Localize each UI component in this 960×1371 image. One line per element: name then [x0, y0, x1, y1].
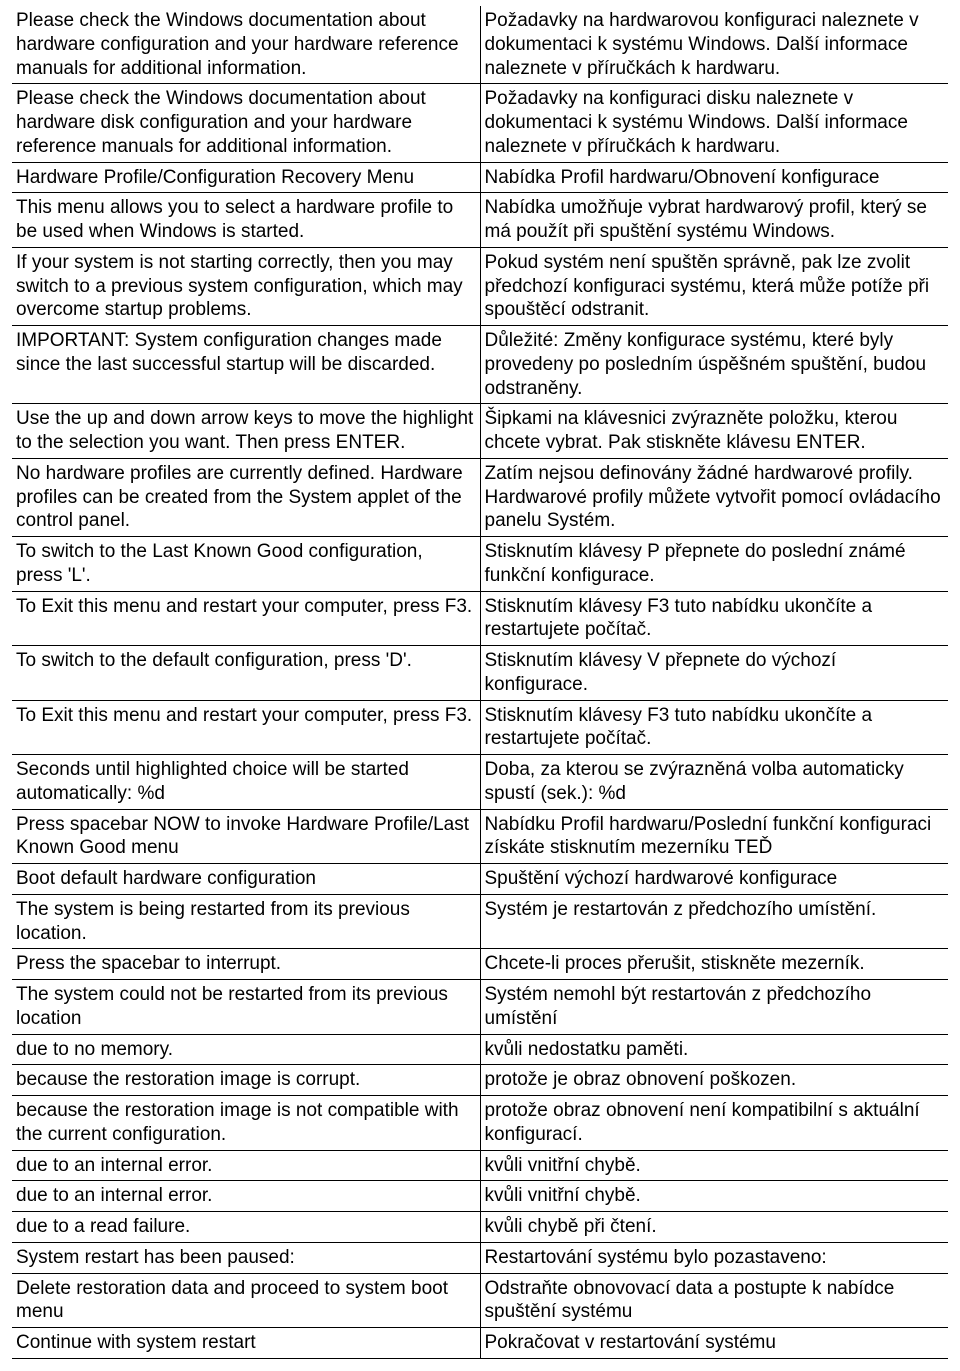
- cell-cs: Spuštění výchozí hardwarové konfigurace: [480, 864, 948, 895]
- cell-cs: Důležité: Změny konfigurace systému, kte…: [480, 326, 948, 404]
- table-row: To switch to the Last Known Good configu…: [12, 537, 948, 592]
- cell-cs: protože je obraz obnovení poškozen.: [480, 1065, 948, 1096]
- cell-cs: Nabídka umožňuje vybrat hardwarový profi…: [480, 193, 948, 248]
- cell-cs: Restartování systému bylo pozastaveno:: [480, 1242, 948, 1273]
- cell-cs: kvůli nedostatku paměti.: [480, 1034, 948, 1065]
- cell-cs: Chcete-li proces přerušit, stiskněte mez…: [480, 949, 948, 980]
- table-row: Press spacebar NOW to invoke Hardware Pr…: [12, 809, 948, 864]
- cell-cs: Stisknutím klávesy F3 tuto nabídku ukonč…: [480, 591, 948, 646]
- cell-en: Press spacebar NOW to invoke Hardware Pr…: [12, 809, 480, 864]
- table-row: due to no memory.kvůli nedostatku paměti…: [12, 1034, 948, 1065]
- cell-en: because the restoration image is not com…: [12, 1096, 480, 1151]
- table-row: To switch to the default configuration, …: [12, 646, 948, 701]
- cell-en: due to an internal error.: [12, 1150, 480, 1181]
- cell-en: Use the up and down arrow keys to move t…: [12, 404, 480, 459]
- cell-cs: Odstraňte obnovovací data a postupte k n…: [480, 1273, 948, 1328]
- cell-en: To Exit this menu and restart your compu…: [12, 591, 480, 646]
- cell-cs: Šipkami na klávesnici zvýrazněte položku…: [480, 404, 948, 459]
- cell-cs: Stisknutím klávesy V přepnete do výchozí…: [480, 646, 948, 701]
- table-row: No hardware profiles are currently defin…: [12, 458, 948, 536]
- cell-cs: Nabídku Profil hardwaru/Poslední funkční…: [480, 809, 948, 864]
- cell-cs: Systém je restartován z předchozího umís…: [480, 894, 948, 949]
- table-row: IMPORTANT: System configuration changes …: [12, 326, 948, 404]
- cell-cs: Systém nemohl být restartován z předchoz…: [480, 980, 948, 1035]
- cell-en: To Exit this menu and restart your compu…: [12, 700, 480, 755]
- cell-cs: Pokud systém není spuštěn správně, pak l…: [480, 247, 948, 325]
- table-row: Continue with system restartPokračovat v…: [12, 1328, 948, 1359]
- table-row: Hardware Profile/Configuration Recovery …: [12, 162, 948, 193]
- table-row: Delete restoration data and proceed to s…: [12, 1273, 948, 1328]
- table-row: The system could not be restarted from i…: [12, 980, 948, 1035]
- cell-cs: kvůli chybě při čtení.: [480, 1212, 948, 1243]
- cell-en: Delete restoration data and proceed to s…: [12, 1273, 480, 1328]
- table-row: To Exit this menu and restart your compu…: [12, 591, 948, 646]
- cell-cs: protože obraz obnovení není kompatibilní…: [480, 1096, 948, 1151]
- table-row: This menu allows you to select a hardwar…: [12, 193, 948, 248]
- table-row: Use the up and down arrow keys to move t…: [12, 404, 948, 459]
- table-row: To Exit this menu and restart your compu…: [12, 700, 948, 755]
- table-row: System restart has been paused:Restartov…: [12, 1242, 948, 1273]
- cell-cs: Pokračovat v restartování systému: [480, 1328, 948, 1359]
- table-row: Seconds until highlighted choice will be…: [12, 755, 948, 810]
- cell-en: due to a read failure.: [12, 1212, 480, 1243]
- cell-cs: Požadavky na konfiguraci disku naleznete…: [480, 84, 948, 162]
- table-row: because the restoration image is corrupt…: [12, 1065, 948, 1096]
- translation-table: Please check the Windows documentation a…: [12, 6, 948, 1359]
- table-row: Please check the Windows documentation a…: [12, 84, 948, 162]
- table-row: due to an internal error.kvůli vnitřní c…: [12, 1150, 948, 1181]
- cell-en: due to no memory.: [12, 1034, 480, 1065]
- translation-table-body: Please check the Windows documentation a…: [12, 6, 948, 1358]
- cell-en: Seconds until highlighted choice will be…: [12, 755, 480, 810]
- cell-en: IMPORTANT: System configuration changes …: [12, 326, 480, 404]
- cell-en: To switch to the default configuration, …: [12, 646, 480, 701]
- table-row: Press the spacebar to interrupt.Chcete-l…: [12, 949, 948, 980]
- cell-en: Please check the Windows documentation a…: [12, 84, 480, 162]
- table-row: If your system is not starting correctly…: [12, 247, 948, 325]
- cell-cs: kvůli vnitřní chybě.: [480, 1150, 948, 1181]
- page: Please check the Windows documentation a…: [0, 0, 960, 1371]
- cell-cs: Požadavky na hardwarovou konfiguraci nal…: [480, 6, 948, 84]
- cell-en: This menu allows you to select a hardwar…: [12, 193, 480, 248]
- cell-en: System restart has been paused:: [12, 1242, 480, 1273]
- cell-en: To switch to the Last Known Good configu…: [12, 537, 480, 592]
- table-row: due to a read failure.kvůli chybě při čt…: [12, 1212, 948, 1243]
- cell-cs: Stisknutím klávesy P přepnete do posledn…: [480, 537, 948, 592]
- cell-cs: kvůli vnitřní chybě.: [480, 1181, 948, 1212]
- cell-cs: Stisknutím klávesy F3 tuto nabídku ukonč…: [480, 700, 948, 755]
- cell-en: because the restoration image is corrupt…: [12, 1065, 480, 1096]
- cell-cs: Doba, za kterou se zvýrazněná volba auto…: [480, 755, 948, 810]
- table-row: Please check the Windows documentation a…: [12, 6, 948, 84]
- cell-en: No hardware profiles are currently defin…: [12, 458, 480, 536]
- cell-en: Press the spacebar to interrupt.: [12, 949, 480, 980]
- cell-en: The system could not be restarted from i…: [12, 980, 480, 1035]
- table-row: because the restoration image is not com…: [12, 1096, 948, 1151]
- table-row: Boot default hardware configurationSpušt…: [12, 864, 948, 895]
- cell-en: Hardware Profile/Configuration Recovery …: [12, 162, 480, 193]
- cell-cs: Nabídka Profil hardwaru/Obnovení konfigu…: [480, 162, 948, 193]
- cell-en: Boot default hardware configuration: [12, 864, 480, 895]
- cell-en: Continue with system restart: [12, 1328, 480, 1359]
- cell-en: If your system is not starting correctly…: [12, 247, 480, 325]
- cell-cs: Zatím nejsou definovány žádné hardwarové…: [480, 458, 948, 536]
- cell-en: due to an internal error.: [12, 1181, 480, 1212]
- table-row: The system is being restarted from its p…: [12, 894, 948, 949]
- table-row: due to an internal error.kvůli vnitřní c…: [12, 1181, 948, 1212]
- cell-en: The system is being restarted from its p…: [12, 894, 480, 949]
- cell-en: Please check the Windows documentation a…: [12, 6, 480, 84]
